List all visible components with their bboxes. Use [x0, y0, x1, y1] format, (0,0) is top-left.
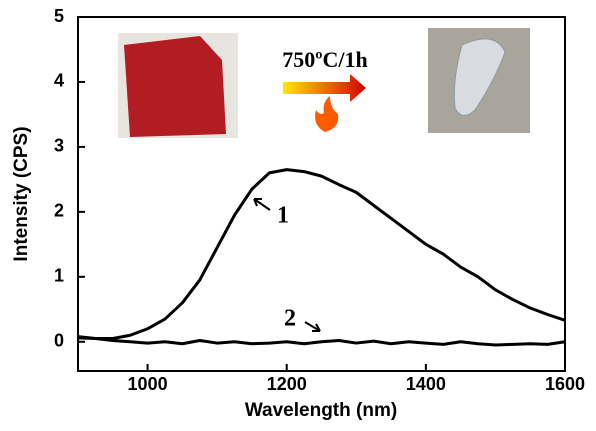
curve-label: 1 — [277, 203, 289, 229]
process-arrow — [283, 74, 366, 102]
y-tick-label: 5 — [54, 6, 64, 26]
y-tick-label: 2 — [54, 201, 64, 221]
glass-film — [453, 38, 506, 116]
series-line — [77, 336, 566, 347]
curve-label: 2 — [284, 306, 296, 332]
y-tick-label: 3 — [54, 136, 64, 156]
x-tick-label: 1600 — [545, 374, 585, 394]
series-line — [77, 168, 566, 341]
y-tick-label: 0 — [54, 331, 64, 351]
x-tick-label: 1000 — [128, 374, 168, 394]
x-axis-label: Wavelength (nm) — [245, 400, 397, 421]
red-film — [124, 36, 226, 137]
pointer-arrow — [304, 321, 321, 332]
y-tick-label: 1 — [54, 266, 64, 286]
x-tick-label: 1200 — [267, 374, 307, 394]
y-tick-label: 4 — [54, 71, 64, 91]
annotation: 750ºC/1h — [282, 47, 368, 72]
pointer-arrow — [253, 198, 271, 211]
flame-icon — [315, 96, 339, 132]
y-axis-label: Intensity (CPS) — [11, 126, 32, 261]
plot-frame — [77, 16, 566, 372]
x-tick-label: 1400 — [406, 374, 446, 394]
